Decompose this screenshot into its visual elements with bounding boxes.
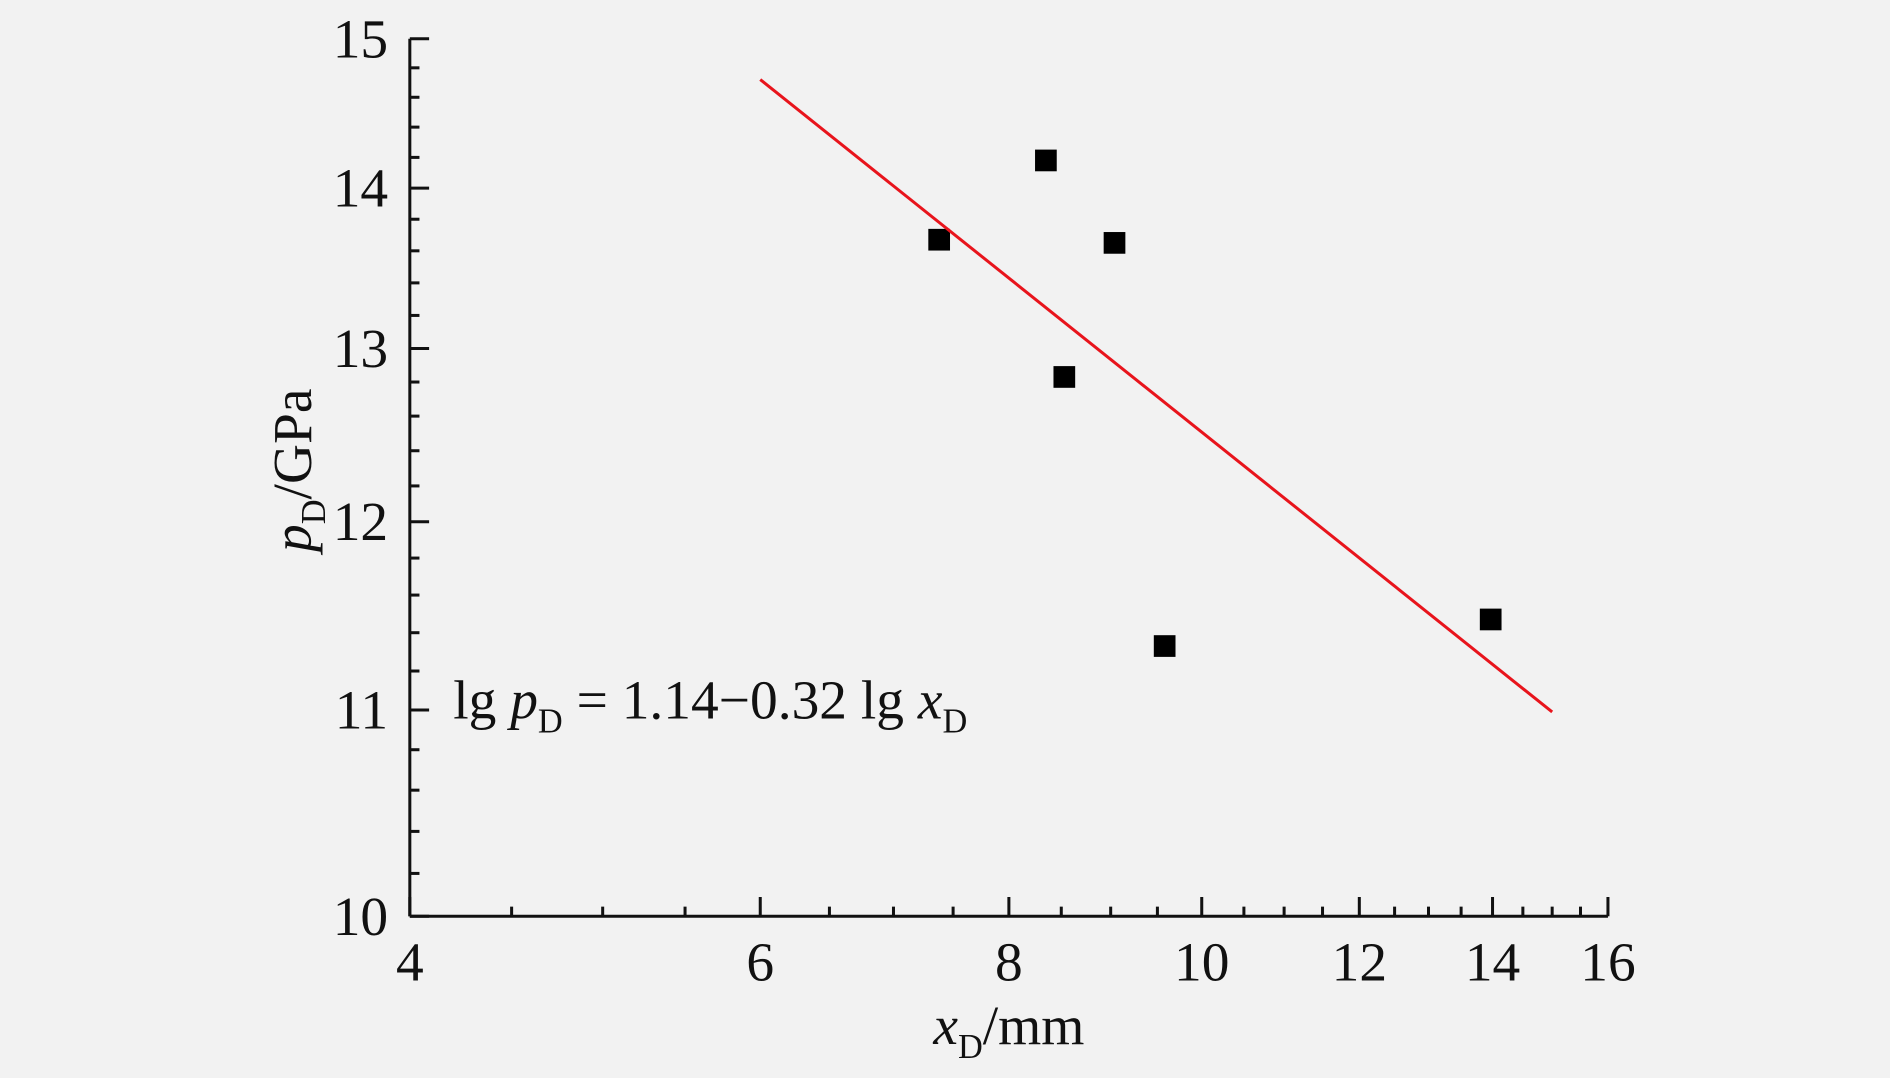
y-axis-label-part: /GPa (262, 389, 323, 500)
annotation-part: x (917, 670, 943, 731)
y-tick-label: 13 (333, 318, 388, 379)
x-tick-label: 6 (746, 932, 774, 993)
point (1153, 635, 1176, 657)
x-axis-label-part: /mm (983, 995, 1085, 1056)
fit-line (759, 78, 1554, 714)
x-axis-label: xD/mm (932, 995, 1084, 1066)
x-tick-label: 4 (396, 932, 424, 993)
y-axis-label: pD/GPa (262, 389, 333, 556)
x-tick-label: 8 (995, 932, 1023, 993)
x-tick-label: 10 (1174, 932, 1229, 993)
annotation-part: lg (453, 670, 510, 731)
y-tick-label: 10 (333, 886, 388, 947)
y-tick-label: 11 (335, 680, 388, 741)
x-tick-label: 14 (1465, 932, 1520, 993)
x-tick-label: 12 (1332, 932, 1387, 993)
y-tick-label: 12 (333, 491, 388, 552)
point (1103, 232, 1126, 254)
y-axis-label-part: D (295, 499, 333, 524)
annotation-part: p (506, 670, 538, 731)
y-axis-label-part: p (262, 524, 323, 556)
point (1035, 149, 1057, 172)
x-tick-label: 16 (1580, 932, 1635, 993)
annotation-part: D (538, 702, 563, 740)
annotation-part: D (942, 702, 967, 740)
x-axis-label-part: D (958, 1028, 983, 1066)
point (1053, 366, 1076, 388)
annotation: lg pD = 1.14−0.32 lg xD (453, 670, 967, 741)
x-axis-label-part: x (932, 995, 958, 1056)
point (1479, 608, 1502, 631)
annotation-part: = 1.14−0.32 lg (563, 670, 918, 731)
y-tick-label: 15 (333, 8, 388, 69)
y-tick-label: 14 (333, 158, 388, 219)
point (928, 228, 951, 251)
